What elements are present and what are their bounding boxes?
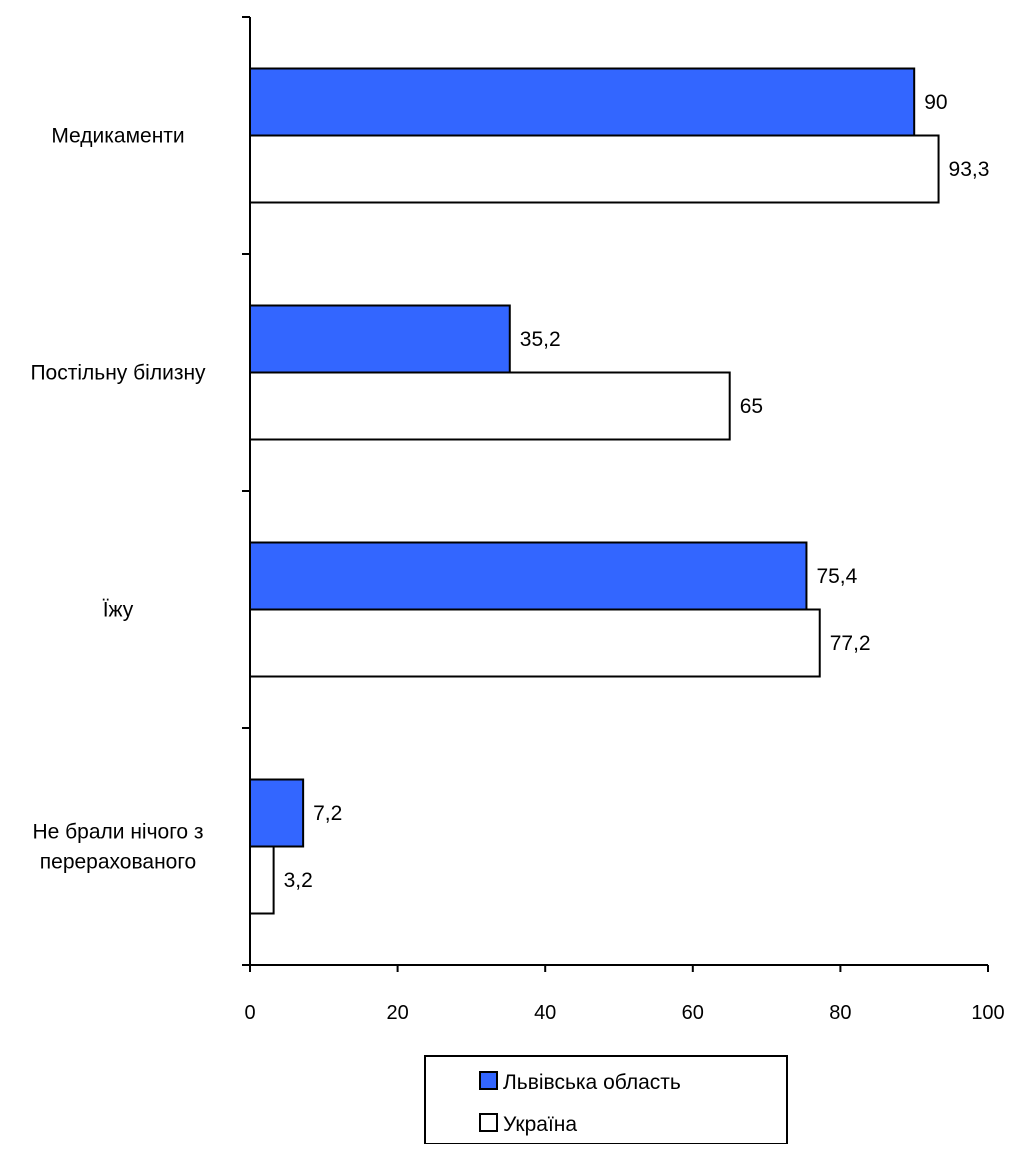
x-tick-label: 80 <box>829 1002 851 1024</box>
x-tick-label: 40 <box>534 1002 556 1024</box>
legend-swatch-lviv <box>479 1071 498 1090</box>
x-tick-label: 20 <box>386 1002 408 1024</box>
data-label: 90 <box>924 91 947 114</box>
category-label: Їжу <box>103 599 134 622</box>
data-label: 3,2 <box>284 869 313 892</box>
bar-ukraine-3 <box>249 845 275 915</box>
data-label: 93,3 <box>949 158 990 181</box>
legend-label: Львівська область <box>503 1071 681 1094</box>
data-label: 35,2 <box>520 328 561 351</box>
legend-label: Україна <box>503 1113 577 1136</box>
category-label: Медикаменти <box>51 125 184 148</box>
legend-swatch-ukraine <box>479 1113 498 1132</box>
bar-ukraine-1 <box>249 371 731 441</box>
bar-lviv-2 <box>249 541 808 611</box>
bar-lviv-3 <box>249 778 305 848</box>
bar-ukraine-0 <box>249 134 940 204</box>
data-label: 77,2 <box>830 632 871 655</box>
data-label: 65 <box>740 395 763 418</box>
category-label: перерахованого <box>40 851 196 874</box>
x-tick-label: 100 <box>971 1002 1004 1024</box>
bar-lviv-1 <box>249 304 511 374</box>
category-label: Не брали нічого з <box>32 821 203 844</box>
data-label: 7,2 <box>313 802 342 825</box>
bar-ukraine-2 <box>249 608 821 678</box>
data-label: 75,4 <box>816 565 857 588</box>
category-label: Постільну білизну <box>30 362 206 385</box>
x-tick-label: 0 <box>244 1002 255 1024</box>
x-tick-label: 60 <box>682 1002 704 1024</box>
bar-lviv-0 <box>249 67 916 137</box>
